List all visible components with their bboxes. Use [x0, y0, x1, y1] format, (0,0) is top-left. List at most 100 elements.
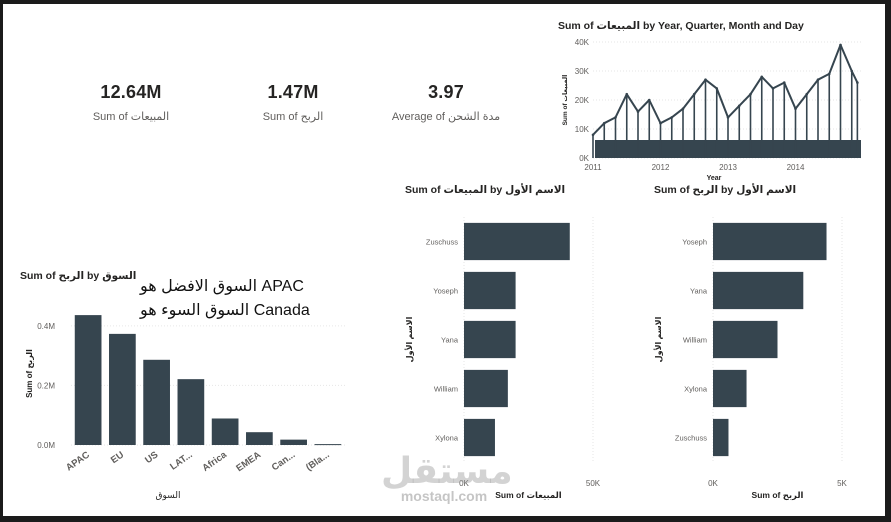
y-axis-title: الاسم الأول: [653, 316, 663, 362]
kpi-label: Sum of الربح: [262, 111, 324, 123]
line-segment: [704, 78, 718, 90]
line-segment: [794, 93, 808, 110]
mostaql-site: mostaql.com: [400, 488, 488, 504]
line-segment: [772, 81, 785, 90]
bar-yana: [713, 271, 804, 310]
bar-chart-profit-by-market[interactable]: 0.0M 0.2M 0.4M APAC EU US LAT... Africa EMEA Can.…: [15, 294, 355, 506]
y-tick-label: William: [434, 385, 458, 394]
x-tick-label: 2013: [719, 163, 737, 172]
bar-africa: [211, 418, 239, 445]
y-tick-label: William: [683, 336, 707, 345]
bar-apac: [74, 315, 102, 445]
x-tick-label: LAT...: [168, 449, 194, 472]
bar-chart-sales-by-name[interactable]: 0K 50K Zuschuss Yoseph Yana William Xylona Sum …: [388, 212, 608, 508]
kpi-card-shipping[interactable]: 3.97 Average of مدة الشحن: [371, 82, 521, 123]
y-tick-label: Yoseph: [682, 238, 707, 247]
y-tick-label: Zuschuss: [426, 238, 458, 247]
line-segment: [603, 116, 616, 125]
line-segment: [727, 105, 740, 119]
x-tick-label: (Bla...: [304, 449, 332, 473]
y-tick-label: 10K: [575, 125, 590, 134]
line-segment: [715, 88, 729, 118]
line-segment: [660, 116, 673, 125]
x-tick-label: 2014: [787, 163, 805, 172]
bar-william: [713, 320, 778, 359]
annotation-best-market: السوق الافضل هو APAC: [140, 278, 304, 295]
y-tick-label: 40K: [575, 38, 590, 47]
kpi-value: 3.97: [428, 82, 464, 102]
kpi-card-sales[interactable]: 12.64M Sum of المبيعات: [56, 82, 206, 123]
data-point: [856, 81, 859, 84]
y-tick-label: 0K: [579, 154, 589, 163]
line-segment: [625, 93, 639, 113]
y-axis-title: Sum of الربح: [25, 349, 34, 398]
bar-zuschuss: [713, 418, 729, 457]
y-tick-label: 30K: [575, 67, 590, 76]
line-segment: [828, 44, 842, 75]
x-axis-title: Sum of المبيعات: [495, 490, 562, 500]
bar-eu: [109, 333, 136, 445]
x-axis-title: Year: [707, 175, 722, 182]
y-tick-label: 0.2M: [37, 381, 55, 390]
x-tick-label: Can...: [270, 449, 298, 473]
y-tick-label: Xylona: [435, 434, 459, 443]
bar-yana: [464, 320, 516, 359]
y-tick-label: Yana: [441, 336, 459, 345]
x-tick-label: 0K: [459, 479, 469, 488]
line-segment: [592, 122, 605, 136]
mostaql-watermark: مستقل mostaql.com: [381, 450, 513, 505]
line-segment: [749, 76, 763, 95]
line-segment: [648, 99, 662, 124]
bar-yoseph: [464, 271, 516, 310]
chart-title-time: Sum of المبيعات by Year, Quarter, Month …: [558, 20, 804, 32]
line-segment: [693, 79, 707, 95]
chart-title-sales-name: Sum of المبيعات by الاسم الأول: [405, 184, 566, 196]
bar-can: [280, 439, 307, 445]
annotation-worst-market: السوق السوء هو Canada: [140, 302, 310, 319]
bar-yoseph: [713, 222, 827, 261]
mostaql-logo: مستقل: [381, 450, 513, 491]
report-canvas: 12.64M Sum of المبيعات 1.47M Sum of الرب…: [3, 4, 885, 516]
bar-zuschuss: [464, 222, 570, 261]
chart-title-market: Sum of الربح by السوق: [20, 270, 137, 282]
x-tick-label: APAC: [64, 449, 92, 473]
x-tick-label: Africa: [200, 449, 229, 474]
line-segment: [738, 93, 752, 107]
x-axis-title: Sum of الربح: [752, 490, 804, 501]
y-axis-title: الاسم الأول: [404, 316, 414, 362]
line-segment: [805, 79, 819, 95]
y-tick-label: Xylona: [684, 385, 708, 394]
bar-william: [464, 369, 508, 408]
bar-emea: [246, 432, 273, 445]
line-segment: [682, 93, 696, 110]
x-axis-title: السوق: [156, 490, 181, 500]
line-segment: [637, 99, 650, 113]
kpi-label: Sum of المبيعات: [92, 111, 170, 123]
y-tick-label: Zuschuss: [675, 434, 707, 443]
line-segment: [671, 107, 684, 119]
bar-lat: [177, 379, 205, 445]
line-segment: [850, 70, 859, 84]
x-tick-label: 0K: [708, 479, 718, 488]
x-tick-label: US: [143, 449, 160, 466]
kpi-value: 12.64M: [100, 82, 162, 102]
y-tick-label: 20K: [575, 96, 590, 105]
line-segment: [817, 73, 830, 81]
y-tick-label: 0.4M: [37, 322, 55, 331]
x-tick-label: 5K: [837, 479, 847, 488]
y-tick-label: Yoseph: [433, 287, 458, 296]
x-tick-label: EU: [109, 449, 126, 466]
bar-xylona: [464, 418, 495, 457]
bar-chart-profit-by-name[interactable]: 0K 5K Yoseph Yana William Xylona Zuschuss Sum o…: [637, 212, 857, 508]
x-tick-label: 50K: [586, 479, 601, 488]
line-segment: [783, 82, 797, 110]
bar-bla: [314, 444, 342, 446]
bar-us: [143, 359, 170, 445]
bar-xylona: [713, 369, 747, 408]
x-tick-label: 2011: [584, 163, 602, 172]
kpi-card-profit[interactable]: 1.47M Sum of الربح: [218, 82, 368, 123]
y-tick-label: Yana: [690, 287, 708, 296]
chart-title-profit-name: Sum of الربح by الاسم الأول: [654, 184, 797, 196]
line-segment: [761, 76, 774, 90]
line-chart-sales-time[interactable]: 0K 10K 20K 30K 40K 2011 2012 2013 2014 Year Sum of…: [551, 34, 871, 184]
